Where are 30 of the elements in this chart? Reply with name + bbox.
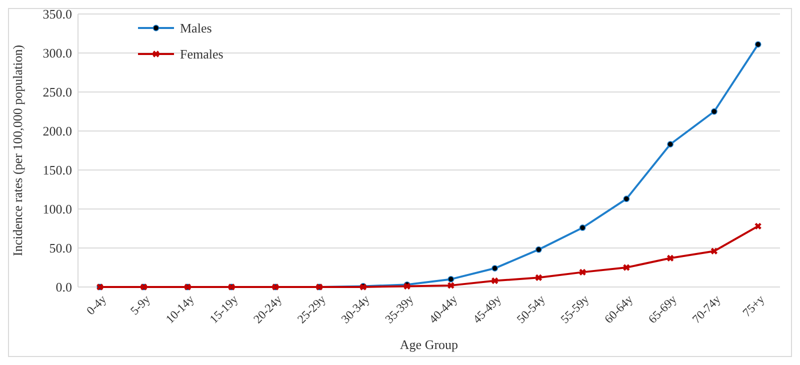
legend-label: Males [180,20,212,36]
point [623,196,630,202]
x-tick-label: 0-4y [84,292,110,318]
point [492,265,498,272]
x-axis-title: Age Group [400,337,458,352]
point [535,274,542,281]
x-tick-label: 5-9y [127,292,153,318]
point [710,248,718,254]
point [491,277,498,284]
point [448,282,454,289]
y-tick-label: 250.0 [42,84,72,100]
point [448,276,454,282]
point [623,264,630,271]
point [667,141,674,148]
y-tick-label: 350.0 [42,6,72,22]
point [579,268,586,276]
point [754,222,762,230]
point [666,254,674,262]
y-tick-label: 50.0 [49,240,72,256]
point [754,41,762,48]
y-axis-title: Incidence rates (per 100,000 population) [10,44,25,256]
point [535,246,542,253]
y-tick-label: 150.0 [42,162,72,178]
y-tick-label: 100.0 [42,202,72,217]
legend-label: Females [180,46,224,62]
point [710,108,718,115]
y-tick-label: 200.0 [42,124,72,139]
y-tick-label: 300.0 [42,46,72,61]
y-tick-label: 0.0 [56,280,72,295]
point [579,224,586,231]
